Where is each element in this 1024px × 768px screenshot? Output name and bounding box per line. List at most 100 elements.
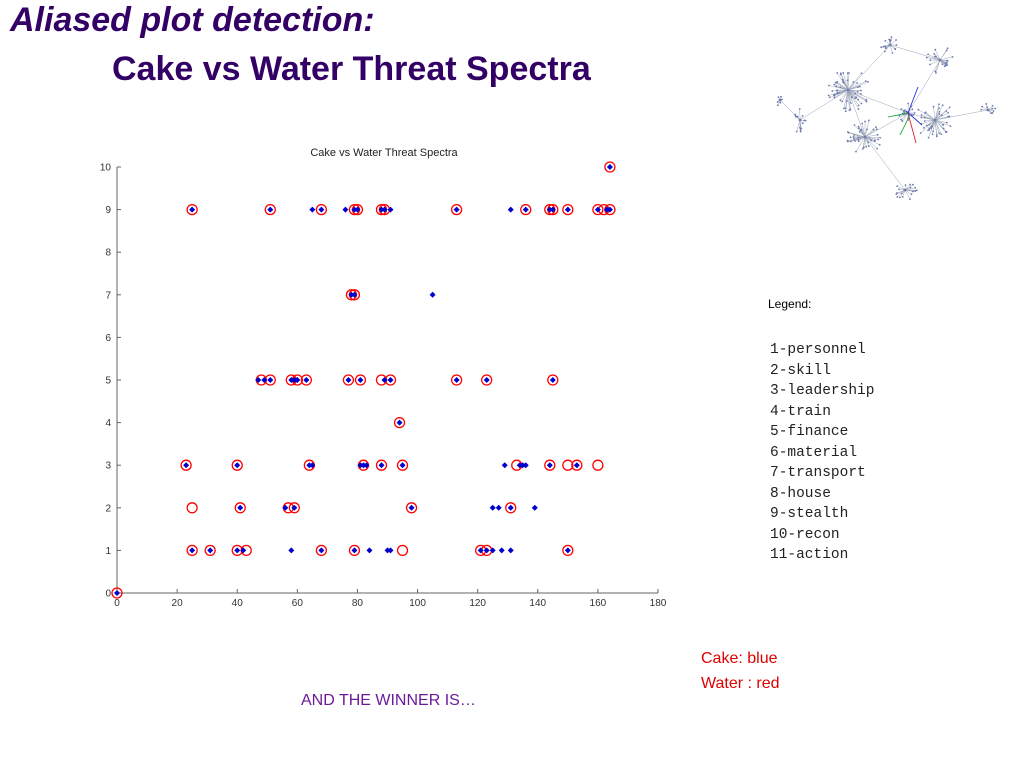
cake-point <box>381 377 388 383</box>
cake-point <box>318 206 325 213</box>
x-tick-label: 180 <box>650 598 667 609</box>
cake-point <box>549 377 556 383</box>
cake-point <box>306 462 313 469</box>
cake-point <box>345 377 352 383</box>
water-point <box>481 374 493 386</box>
cake-point <box>396 419 403 426</box>
water-point <box>234 502 246 514</box>
cake-point <box>207 547 214 554</box>
legend-item: 8-house <box>770 485 831 502</box>
water-point <box>300 374 313 386</box>
legend-item: 9-stealth <box>770 506 849 522</box>
water-point <box>354 374 367 386</box>
cake-point <box>294 377 301 383</box>
cake-point <box>387 206 394 213</box>
water-point <box>544 459 556 471</box>
cake-point <box>387 377 394 383</box>
scatter-chart: Cake vs Water Threat Spectra 0 20 40 60 80 10… <box>100 147 667 609</box>
cake-point <box>318 547 325 554</box>
x-tick-label: 0 <box>114 598 120 609</box>
legend-heading: Legend: <box>768 297 812 311</box>
water-point <box>186 544 198 557</box>
y-tick-label: 4 <box>105 418 111 429</box>
cake-point <box>564 547 571 554</box>
cake-point <box>594 206 601 213</box>
y-tick-label: 6 <box>105 333 111 344</box>
y-tick-label: 7 <box>105 290 111 301</box>
cake-point <box>603 206 610 213</box>
water-point <box>505 502 517 514</box>
cake-point <box>378 206 385 213</box>
water-point <box>231 459 243 471</box>
cake-point <box>351 206 358 213</box>
water-point <box>592 459 604 471</box>
cake-point <box>483 377 490 383</box>
chart-title: Cake vs Water Threat Spectra <box>310 147 458 159</box>
cake-point <box>288 547 295 554</box>
cake-point <box>357 377 364 383</box>
cake-point <box>546 206 553 213</box>
cake-point <box>234 547 241 554</box>
water-point <box>396 459 409 471</box>
cake-point <box>381 206 388 213</box>
cake-point <box>234 462 241 469</box>
cake-point <box>342 206 349 213</box>
y-tick-label: 5 <box>105 376 111 387</box>
cake-point <box>516 462 523 469</box>
cake-point <box>309 462 316 469</box>
cake-point <box>546 462 553 469</box>
cake-point <box>291 377 298 383</box>
winner-text: AND THE WINNER IS… <box>301 692 476 709</box>
cake-point <box>348 291 355 298</box>
cake-point <box>549 206 556 213</box>
water-point <box>396 544 409 557</box>
x-tick-label: 100 <box>409 598 426 609</box>
water-point <box>571 459 583 471</box>
y-tick-label: 9 <box>105 205 111 216</box>
cake-point <box>507 206 514 213</box>
x-tick-label: 140 <box>529 598 546 609</box>
legend-item: 11-action <box>770 547 849 563</box>
cake-point <box>429 291 436 298</box>
cake-point <box>183 462 190 469</box>
legend-list: 1-personnel 2-skill 3-leadership 4-train… <box>770 340 874 566</box>
cake-point <box>522 462 529 469</box>
cake-point <box>255 377 262 383</box>
cake-point <box>360 462 367 469</box>
cake-point <box>384 547 391 554</box>
cake-point <box>399 462 406 469</box>
x-tick-label: 20 <box>172 598 184 609</box>
cake-point <box>261 377 268 383</box>
cake-point <box>189 206 196 213</box>
cake-point <box>606 206 613 213</box>
legend-item: 3-leadership <box>770 383 875 399</box>
water-point <box>180 459 192 471</box>
legend-item: 2-skill <box>770 362 831 379</box>
y-tick-label: 3 <box>105 461 111 472</box>
water-point <box>111 587 123 599</box>
cake-point <box>378 462 385 469</box>
cake-point <box>507 547 514 554</box>
cake-point <box>288 377 295 383</box>
y-tick-label: 10 <box>100 163 112 174</box>
water-point <box>315 203 328 216</box>
cake-point <box>453 206 460 213</box>
cake-point <box>531 504 538 511</box>
cake-point <box>237 504 244 511</box>
cake-point <box>495 504 502 511</box>
cake-point <box>357 462 364 469</box>
chart-axes <box>116 166 659 594</box>
water-point <box>288 502 300 514</box>
water-point <box>562 203 574 216</box>
cake-point <box>303 377 310 383</box>
slide-title-line1: Aliased plot detection: <box>10 1 375 39</box>
water-point <box>450 203 463 216</box>
water-point <box>204 544 216 557</box>
water-point <box>264 203 276 216</box>
cake-point <box>573 462 580 469</box>
cake-point <box>483 547 490 554</box>
water-point <box>186 502 198 514</box>
y-tick-label: 1 <box>105 546 111 557</box>
chart-marks <box>111 161 616 599</box>
cake-point <box>351 291 358 298</box>
